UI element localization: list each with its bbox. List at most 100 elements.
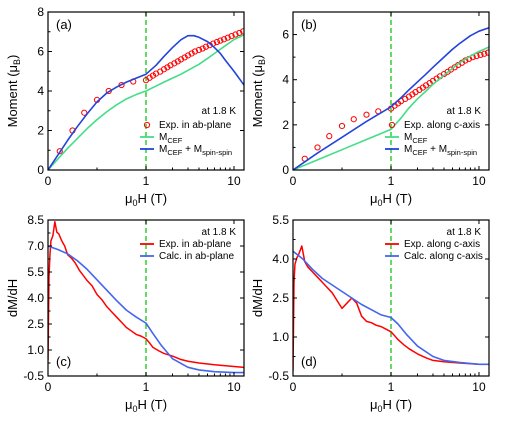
legend-entry: Exp. along c-axis	[404, 120, 480, 131]
series-line	[293, 27, 489, 170]
data-point	[164, 64, 171, 71]
y-tick-label: -0.5	[23, 369, 44, 383]
y-axis-label: Moment (μB)	[5, 55, 22, 128]
series-b-1	[293, 46, 489, 170]
x-tick-label: 10	[227, 380, 241, 394]
y-tick-label: 4	[282, 73, 289, 87]
legend-entry: MCEF	[159, 132, 183, 145]
chart-panel-a: 0 2 4 6 8 0 1 10 μ0H (T) Moment (μB) (a) at 1.8 K Ex…	[5, 5, 245, 208]
x-axis-label: μ0H (T)	[370, 191, 412, 208]
y-tick-label: 4	[37, 84, 44, 98]
legend-entry: Exp. in ab-plane	[159, 239, 232, 250]
data-point	[191, 48, 199, 55]
x-tick-label: 1	[388, 380, 395, 394]
series-line	[48, 245, 244, 374]
legend-entry: Calc. along c-axis	[404, 251, 483, 262]
legend-marker	[388, 121, 396, 129]
panel-label: (a)	[56, 17, 72, 32]
data-point	[171, 60, 178, 67]
data-point	[160, 66, 168, 73]
y-tick-label: 8	[37, 5, 44, 19]
y-tick-label: 8.5	[27, 213, 44, 227]
data-point	[232, 31, 239, 38]
plot-frame	[292, 11, 490, 171]
x-tick-label: 10	[472, 174, 486, 188]
legend-entry: Calc. in ab-plane	[159, 251, 234, 262]
data-point	[481, 50, 488, 57]
panel-label: (c)	[56, 354, 71, 369]
x-tick-label: 0	[290, 380, 297, 394]
data-point	[485, 49, 489, 56]
y-axis-label: Moment (μB)	[250, 55, 267, 128]
x-tick-label: 1	[143, 174, 150, 188]
data-point	[220, 36, 228, 43]
x-axis-label: μ0H (T)	[125, 191, 167, 208]
data-point	[350, 116, 357, 123]
x-tick-label: 1	[143, 380, 150, 394]
legend-entry: MCEF + Mspin-spin	[159, 144, 232, 157]
chart-panel-b: 0 2 4 6 0 1 10 μ0H (T) Moment (μB) (b) at 1.8 K Exp…	[250, 11, 490, 208]
data-point	[195, 46, 203, 54]
data-point	[174, 58, 181, 65]
y-tick-label: 1.0	[27, 343, 44, 357]
panel-label: (d)	[301, 354, 317, 369]
chart-panel-c: -0.5 1.0 2.5 4.0 5.5 7.0 8.5 0 1 10 μ0H (T) dM/dH (c…	[5, 213, 245, 414]
series-d-1	[293, 250, 489, 366]
data-point	[202, 43, 210, 50]
data-point	[338, 122, 346, 130]
data-point	[56, 148, 63, 155]
data-point	[181, 54, 188, 61]
legend-marker	[143, 121, 151, 129]
x-tick-label: 0	[45, 380, 52, 394]
x-axis-label: μ0H (T)	[125, 397, 167, 414]
y-tick-label: 0	[37, 163, 44, 177]
data-point	[224, 34, 231, 41]
legend-entry: MCEF + Mspin-spin	[404, 144, 477, 157]
y-tick-label: 1.0	[272, 330, 289, 344]
data-point	[240, 28, 244, 35]
data-point	[199, 45, 206, 52]
series-line	[293, 245, 489, 371]
y-tick-label: 0	[282, 163, 289, 177]
data-point	[326, 133, 333, 140]
y-tick-label: -0.5	[268, 369, 289, 383]
data-point	[477, 51, 484, 58]
series-c-1	[48, 245, 244, 374]
y-tick-label: 2	[37, 124, 44, 138]
temperature-annotation: at 1.8 K	[202, 227, 237, 238]
data-point	[213, 38, 221, 46]
x-tick-label: 0	[45, 174, 52, 188]
y-tick-label: 5.5	[27, 265, 44, 279]
data-point	[149, 72, 157, 79]
series-line	[293, 46, 489, 170]
y-axis-label: dM/dH	[250, 279, 265, 317]
series-b-2	[293, 27, 489, 170]
x-axis-label: μ0H (T)	[370, 397, 412, 414]
series-d-0	[293, 245, 489, 371]
temperature-annotation: at 1.8 K	[202, 106, 237, 117]
temperature-annotation: at 1.8 K	[447, 106, 482, 117]
x-tick-label: 0	[290, 174, 297, 188]
y-tick-label: 7.0	[27, 239, 44, 253]
series-line	[293, 250, 489, 366]
y-tick-label: 6	[282, 28, 289, 42]
temperature-annotation: at 1.8 K	[447, 227, 482, 238]
series-a-1	[48, 33, 244, 170]
data-point	[236, 29, 243, 37]
legend-entry: Exp. along c-axis	[404, 239, 480, 250]
data-point	[228, 32, 235, 40]
series-a-2	[48, 34, 244, 170]
data-point	[81, 109, 88, 116]
x-tick-label: 1	[388, 174, 395, 188]
y-tick-label: 2.5	[27, 317, 44, 331]
series-a-0	[56, 28, 244, 155]
panel-label: (b)	[301, 17, 317, 32]
y-tick-label: 5.5	[272, 213, 289, 227]
legend-entry: Exp. in ab-plane	[159, 120, 232, 131]
series-line	[48, 34, 244, 170]
